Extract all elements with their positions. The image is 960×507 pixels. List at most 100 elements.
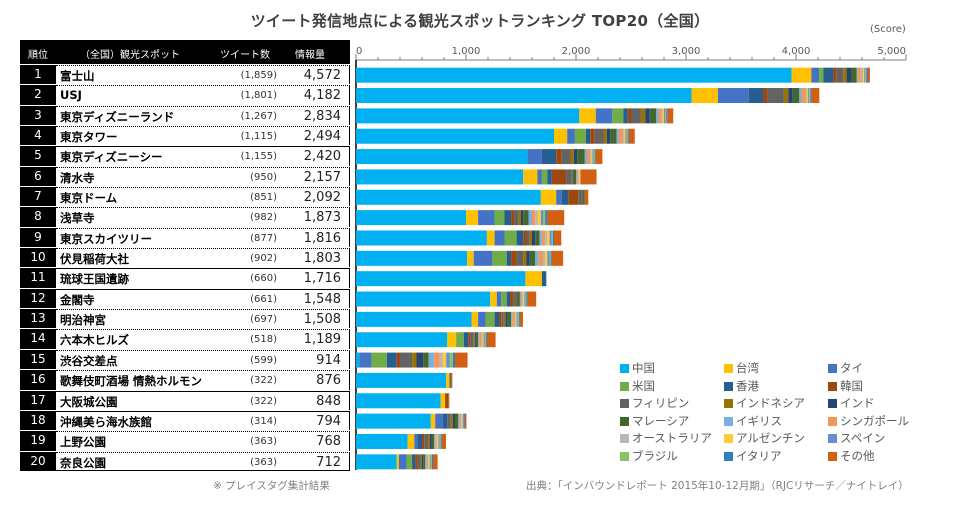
bar-segment-スペイン [524,291,526,307]
tweet-count: (697) [250,314,277,326]
bar-segment-その他 [595,149,603,165]
bar-segment-韓国 [396,352,400,368]
bar-segment-アルゼンチン [442,352,447,368]
bar-segment-中国 [356,372,447,388]
bar-segment-台湾 [691,88,718,104]
spot-name: 沖縄美ら海水族館 [60,414,152,429]
tweet-count: (877) [250,232,277,244]
tweet-count: (1,155) [240,151,277,163]
bar-segment-タイ [496,291,502,307]
rank-cell: 19 [20,431,56,451]
bar-segment-台湾 [466,210,479,226]
legend-item: 中国 [620,360,655,376]
bar-segment-インドネシア [640,108,646,124]
bar-segment-インド [526,250,530,266]
bar-segment-香港 [585,128,591,144]
bar-segment-イギリス [535,250,539,266]
bar-segment-タイ [435,413,443,429]
bar-segment-ブラジル [549,250,551,266]
spot-name: 大阪城公園 [60,394,118,409]
bar-segment-スペイン [540,210,543,226]
spot-name: 明治神宮 [60,313,106,328]
bar-segment-シンガポール [479,332,482,348]
bar-segment-ブラジル [593,149,595,165]
tweet-count: (322) [250,375,277,387]
info-score: 2,420 [303,149,341,165]
spot-name: 奈良公園 [60,455,106,470]
bar-segment-インド [846,67,851,83]
bar-segment-米国 [492,250,507,266]
bar-segment-台湾 [471,311,479,327]
bar-segment-フィリピン [514,210,519,226]
legend-label: シンガポール [840,413,909,428]
bar-segment-インドネシア [603,128,607,144]
bar-segment-インドネシア [518,210,521,226]
bar-segment-イタリア [666,108,668,124]
rank-cell: 3 [20,105,56,126]
bar-segment-韓国 [763,88,768,104]
bar-segment-マレーシア [610,128,617,144]
legend-item: 香港 [724,378,759,394]
bar-segment-イギリス [539,230,542,246]
legend-label: インドネシア [736,396,805,410]
bar-segment-フィリピン [449,372,452,388]
bar-segment-インドネシア [515,291,517,307]
bar-segment-台湾 [486,230,495,246]
bar-segment-その他 [464,413,467,429]
legend-swatch-icon [724,381,733,391]
rank-cell: 18 [20,410,56,431]
bar-segment-アルゼンチン [545,250,548,266]
bar-segment-マレーシア [517,291,520,307]
row-cell: 琉球王国遺跡 (660) 1,716 [56,268,350,288]
bar-segment-香港 [516,230,524,246]
bar-segment-シンガポール [618,128,624,144]
bar-segment-米国 [504,230,517,246]
legend-label: イギリス [736,413,782,428]
bar-segment-フィリピン [561,149,571,165]
bar-segment-香港 [494,311,499,327]
info-score: 1,873 [303,210,341,226]
bar-segment-イタリア [485,332,487,348]
bar-segment-その他 [448,393,450,409]
bar-segment-フィリピン [767,88,784,104]
bar-segment-韓国 [422,433,425,449]
bar-segment-韓国 [511,250,517,266]
row-cell: 大阪城公園 (322) 848 [56,390,350,410]
bar-segment-香港 [541,149,557,165]
spot-name: 六本木ヒルズ [60,333,129,348]
bar-segment-その他 [580,169,597,185]
bar-segment-タイ [478,311,486,327]
header-info: 情報量 [295,50,325,61]
bar-segment-シンガポール [426,454,428,470]
header-rank: 順位 [28,50,48,61]
bar-segment-台湾 [791,67,812,83]
legend-label: タイ [840,361,863,375]
legend-swatch-icon [724,399,733,408]
bar-segment-アルゼンチン [437,433,439,449]
bar-segment-香港 [442,413,448,429]
info-score: 1,816 [303,230,341,246]
bar-segment-米国 [456,332,464,348]
spot-name: 東京ドーム [60,191,118,206]
bar-segment-台湾 [467,250,474,266]
spot-name: 歌舞伎町酒場 情熱ホルモン [60,374,203,389]
info-score: 1,189 [303,332,341,348]
bar-segment-インド [606,128,611,144]
bar-segment-シンガポール [541,230,546,246]
tweet-count: (518) [250,334,277,346]
bar-segment-香港 [823,67,834,83]
bar-segment-アルゼンチン [482,332,484,348]
bar-segment-中国 [356,393,441,409]
bar-segment-スペイン [549,230,552,246]
info-score: 768 [316,434,341,450]
bar-segment-アルゼンチン [515,311,517,327]
legend-swatch-icon [620,434,629,443]
legend-item: 米国 [620,378,655,394]
bar-segment-シンガポール [801,88,806,104]
bar-segment-インドネシア [570,149,574,165]
tweet-count: (950) [250,171,277,183]
bar-segment-タイ [398,454,407,470]
table-header: 順位 （全国）観光スポット ツイート数 情報量 [20,40,350,64]
spot-name: 東京ディズニーシー [60,150,163,165]
info-score: 2,494 [303,129,341,145]
